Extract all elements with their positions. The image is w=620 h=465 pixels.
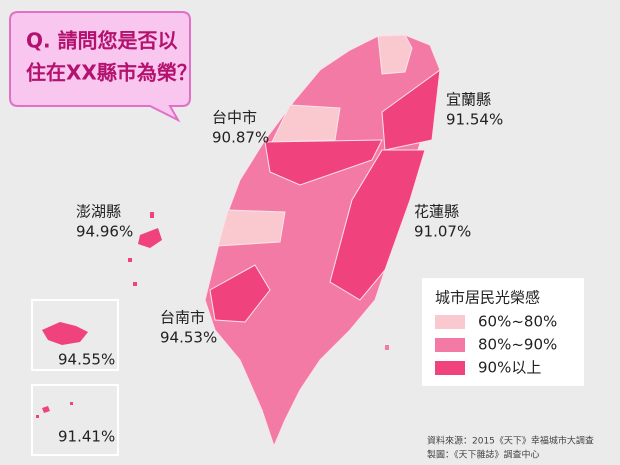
legend-title: 城市居民光榮感 xyxy=(435,289,540,307)
region-name: 宜蘭縣 xyxy=(446,91,491,109)
inset-value: 94.55% xyxy=(58,351,115,369)
source: 製圖：《天下雜誌》調查中心 xyxy=(427,449,540,461)
region-name: 澎湖縣 xyxy=(76,203,121,221)
region-value: 94.53% xyxy=(160,329,217,347)
legend-label: 60%~80% xyxy=(478,313,557,331)
question-line: Q. 請問您是否以 xyxy=(26,29,178,53)
region-light xyxy=(217,209,286,247)
region-dark xyxy=(381,68,441,151)
region-dark xyxy=(209,264,271,323)
legend-label: 90%以上 xyxy=(478,359,541,377)
region-light xyxy=(377,34,413,75)
region-name: 台中市 xyxy=(212,109,257,127)
inset-island xyxy=(36,402,73,418)
inset-box xyxy=(31,299,119,371)
question-line: 住在XX縣市為榮？ xyxy=(26,61,197,85)
region-light xyxy=(271,104,341,143)
region-value: 90.87% xyxy=(212,129,269,147)
taiwan xyxy=(204,34,441,448)
inset-box xyxy=(31,384,119,456)
inset-island xyxy=(42,322,88,345)
legend-swatch xyxy=(435,338,465,352)
region-dark xyxy=(329,149,426,301)
region-value: 91.54% xyxy=(446,111,503,129)
legend-swatch xyxy=(435,361,465,375)
legend: 60%~80% 80%~90% 90%以上 xyxy=(435,313,557,377)
legend-label: 80%~90% xyxy=(478,336,557,354)
region-name: 台南市 xyxy=(160,309,205,327)
region-value: 91.07% xyxy=(414,223,471,241)
region-name: 花蓮縣 xyxy=(414,203,459,221)
source: 資料來源：2015《天下》幸福城市大調查 xyxy=(427,435,594,447)
island xyxy=(385,345,389,350)
legend-swatch xyxy=(435,315,465,329)
penghu xyxy=(128,212,162,286)
region-dark xyxy=(264,139,383,186)
region-value: 94.96% xyxy=(76,223,133,241)
question-bubble xyxy=(9,11,191,123)
inset-value: 91.41% xyxy=(58,428,115,446)
